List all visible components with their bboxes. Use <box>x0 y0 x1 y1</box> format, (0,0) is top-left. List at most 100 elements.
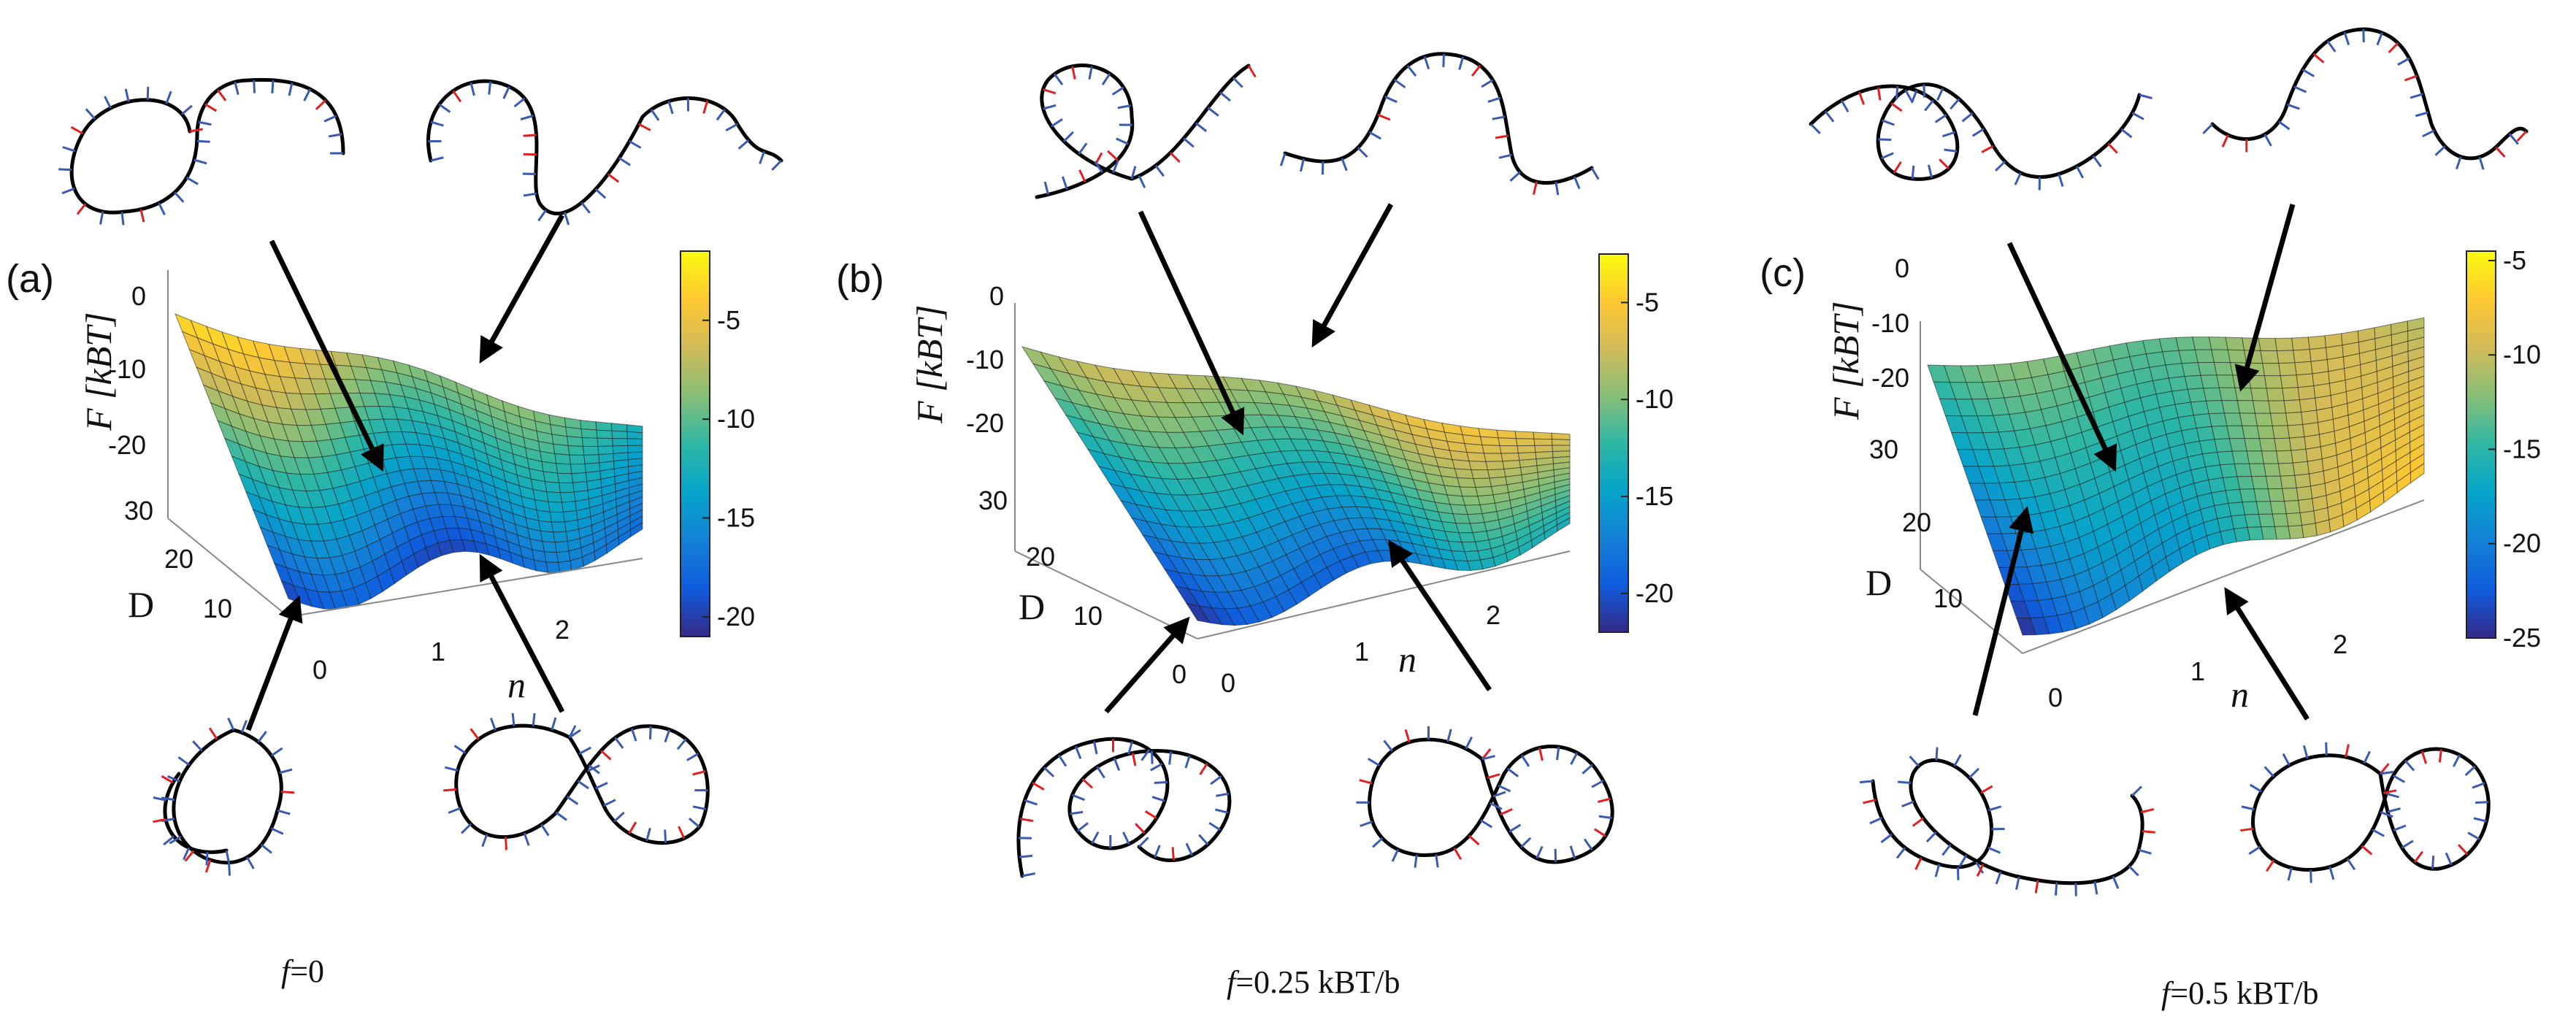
surface-cell <box>1552 445 1571 453</box>
arrow <box>479 553 565 713</box>
surface-cell <box>2211 425 2231 440</box>
n-tick: 2 <box>555 615 570 645</box>
surface-cell <box>1457 477 1476 488</box>
surface-cell <box>2253 488 2271 502</box>
panel-label: (a) <box>6 257 54 301</box>
d-axis-label: D <box>1019 586 1045 627</box>
surface-cell <box>2263 375 2283 389</box>
surface-cell <box>581 437 599 447</box>
surface-cell <box>2231 450 2250 465</box>
colorbar-tick-label: -10 <box>717 404 755 434</box>
surface-cell <box>557 472 574 484</box>
surface-cell <box>2187 388 2207 403</box>
surface-cell <box>1533 431 1553 440</box>
surface-cell <box>2213 361 2234 376</box>
arrow <box>2006 242 2117 472</box>
colorbar-tick-label: -5 <box>2503 245 2526 275</box>
colorbar-tick-label: -20 <box>717 602 755 631</box>
chain-conformation <box>1871 758 2144 885</box>
surface-cell <box>2258 513 2275 528</box>
surface-cell <box>2253 400 2272 414</box>
surface-cell <box>2193 413 2212 429</box>
chain-tangent-ticks <box>1018 739 1230 877</box>
d-tick: 10 <box>1073 601 1103 631</box>
surface-cell <box>2285 412 2304 426</box>
chain-tangent-ticks <box>1043 65 1257 195</box>
surface-cell <box>2255 501 2273 515</box>
surface-cell <box>545 561 561 573</box>
surface-cell <box>1454 468 1474 480</box>
surface-cell <box>2158 337 2180 353</box>
surface-cell <box>2200 374 2220 389</box>
axis-line <box>2022 499 2425 654</box>
chain-conformations <box>58 27 2529 896</box>
surface-cell <box>595 421 613 431</box>
arrow <box>1138 210 1245 436</box>
colorbar <box>680 250 710 637</box>
axis-line <box>167 518 289 618</box>
z-tick: -10 <box>108 354 146 384</box>
z-tick: 0 <box>1895 253 1909 283</box>
arrow <box>2234 204 2296 392</box>
surface-cell <box>554 453 571 465</box>
d-tick: 20 <box>1026 542 1055 572</box>
surface-cell <box>2248 463 2266 477</box>
surface-cell <box>2261 450 2279 464</box>
surface-cell <box>580 428 598 439</box>
surface-cell <box>2251 475 2269 490</box>
surface-cell <box>1500 453 1520 462</box>
surface-cell <box>2239 412 2258 426</box>
surface-cell <box>1499 445 1519 454</box>
colorbar-tick-label: -10 <box>2503 339 2541 369</box>
d-tick: 30 <box>124 496 153 526</box>
d-tick: 20 <box>1902 507 1931 537</box>
surface-cell <box>2299 397 2318 413</box>
surface-cell <box>1464 443 1485 454</box>
surface-cell <box>2274 337 2294 352</box>
surface-cell <box>2274 437 2292 452</box>
chain-conformation <box>2210 27 2529 161</box>
surface-cell <box>2234 387 2254 402</box>
surface-cell <box>2272 513 2289 527</box>
colorbar-tick-label: -15 <box>1636 481 1674 511</box>
surface-cell <box>2288 436 2307 451</box>
surface-cell <box>1515 438 1536 447</box>
surface-cell <box>2296 373 2315 388</box>
chain-conformation <box>454 723 710 845</box>
z-tick: 0 <box>989 281 1004 311</box>
surface-cell <box>2190 400 2210 416</box>
surface-cell <box>2258 337 2277 352</box>
surface-cell <box>2276 450 2293 464</box>
surface-cell <box>2256 425 2275 439</box>
arrow <box>479 214 565 364</box>
surface-cell <box>2208 337 2228 350</box>
surface-cell <box>2194 349 2215 364</box>
surface-cell <box>2225 337 2245 351</box>
z-axis-label: F [kBT] <box>78 312 119 432</box>
surface-cell <box>561 501 578 513</box>
chain-tangent-ticks <box>1859 747 2155 896</box>
surface-cell <box>611 430 628 439</box>
surface-cell <box>542 541 557 553</box>
surface-cell <box>2291 337 2310 351</box>
surface-cell <box>612 438 629 447</box>
colorbar-ticks: -5 -10 -15 -20 <box>1621 287 1674 608</box>
surface-cell <box>2246 450 2265 464</box>
surface-cell <box>1498 437 1518 447</box>
surface-cell <box>1464 504 1483 515</box>
d-tick: 0 <box>2048 683 2063 712</box>
surface-cell <box>2244 437 2263 452</box>
surface-cell <box>582 446 599 456</box>
surface-cell <box>2301 523 2318 539</box>
surface-cell <box>2266 388 2285 402</box>
surface-cell <box>2282 387 2301 402</box>
chain-tangent-ticks <box>153 717 295 876</box>
d-tick: 10 <box>203 593 232 623</box>
surface-cell <box>2216 374 2236 388</box>
n-axis-label: n <box>1398 639 1417 680</box>
surface-cell <box>2236 400 2256 414</box>
surface-cell <box>2226 425 2245 439</box>
surface-cell <box>610 423 628 432</box>
arrow <box>1311 203 1394 348</box>
d-tick: 10 <box>1933 583 1963 613</box>
